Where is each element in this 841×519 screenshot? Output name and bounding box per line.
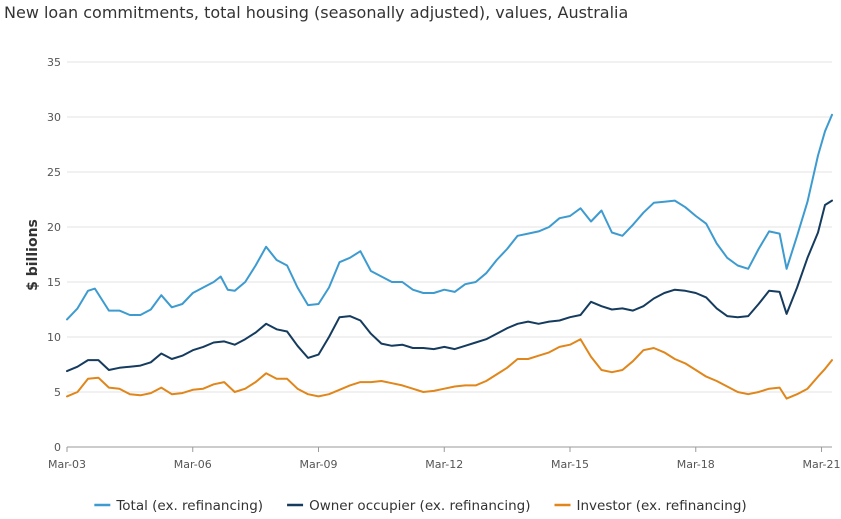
y-tick-label: 0 (54, 441, 61, 454)
x-tick-label: Mar-03 (48, 458, 86, 471)
y-tick-label: 25 (47, 166, 61, 179)
x-tick-label: Mar-18 (677, 458, 715, 471)
y-tick-label: 30 (47, 111, 61, 124)
legend: Total (ex. refinancing) Owner occupier (e… (94, 498, 747, 514)
gridlines (67, 61, 832, 393)
series-line-owner-occupier-ex-refinancing (66, 199, 833, 373)
y-tick-label: 5 (54, 386, 61, 399)
x-tick-label: Mar-21 (803, 458, 841, 471)
x-tick-label: Mar-12 (425, 458, 463, 471)
y-tick-label: 20 (47, 221, 61, 234)
x-tick-label: Mar-06 (174, 458, 212, 471)
y-tick-label: 15 (47, 276, 61, 289)
series-line-total-ex-refinancing (66, 113, 833, 321)
y-tick-label: 10 (47, 331, 61, 344)
legend-item: Owner occupier (ex. refinancing) (287, 498, 530, 514)
legend-item: Total (ex. refinancing) (94, 498, 263, 514)
legend-label: Owner occupier (ex. refinancing) (309, 498, 530, 514)
legend-label: Investor (ex. refinancing) (576, 498, 746, 514)
legend-label: Total (ex. refinancing) (115, 498, 263, 514)
chart-title: New loan commitments, total housing (sea… (4, 3, 629, 22)
legend-item: Investor (ex. refinancing) (554, 498, 747, 514)
y-tick-label: 35 (47, 56, 61, 69)
x-tick-label: Mar-09 (299, 458, 337, 471)
y-axis-title: $ billions (25, 219, 41, 291)
x-tick-label: Mar-15 (551, 458, 589, 471)
axes: 0 5 10 15 20 25 30 35 Mar-03 Mar-06 Mar-09 Mar-12 Ma… (47, 56, 841, 471)
series-line-investor-ex-refinancing (66, 338, 833, 400)
series-lines (66, 113, 833, 400)
